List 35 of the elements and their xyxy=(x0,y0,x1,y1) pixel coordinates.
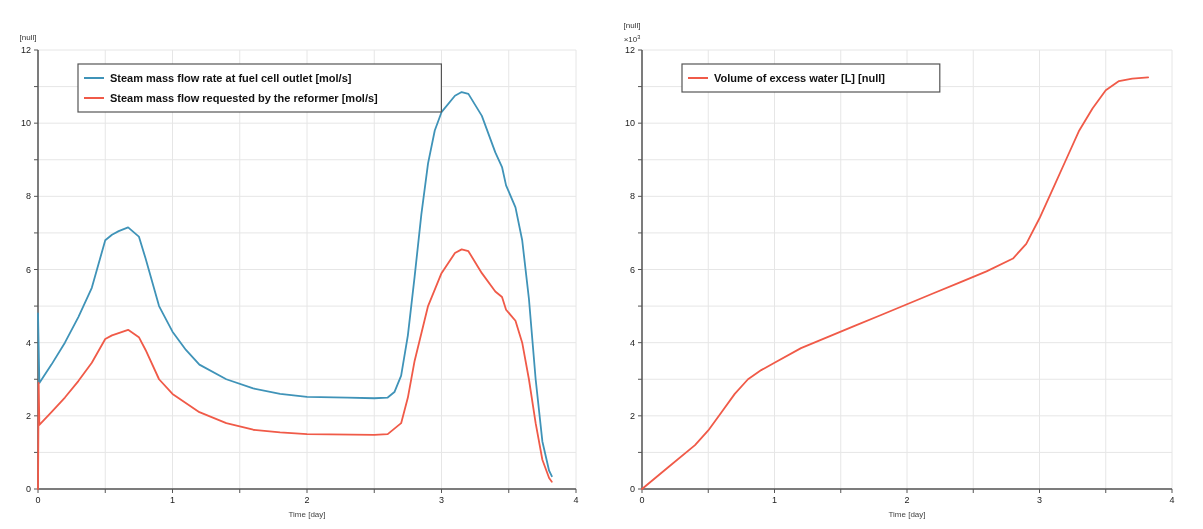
x-tick-label: 2 xyxy=(904,495,910,505)
y-tick-label: 12 xyxy=(624,45,635,55)
y-tick-label: 0 xyxy=(25,484,31,494)
line-series xyxy=(37,91,553,478)
x-tick-label: 1 xyxy=(169,495,176,505)
y-axis-title: [null] xyxy=(623,21,641,30)
y-tick-label: 2 xyxy=(629,410,635,421)
y-axis-title: [null] xyxy=(19,33,37,42)
x-tick-label: 3 xyxy=(1036,495,1043,505)
x-tick-label: 1 xyxy=(771,495,778,505)
y-tick-label: 4 xyxy=(25,337,31,348)
x-tick-label: 4 xyxy=(1169,495,1175,505)
y-tick-label: 2 xyxy=(25,410,31,421)
x-tick-label: 2 xyxy=(304,495,310,505)
y-tick-label: 8 xyxy=(25,191,31,202)
x-tick-label: 4 xyxy=(573,495,579,505)
x-axis-title: Time [day] xyxy=(888,510,926,519)
text: ×10$^{3}$ xyxy=(623,34,641,44)
legend-label: Volume of excess water [L] [null] xyxy=(714,72,886,84)
y-tick-label: 4 xyxy=(629,337,635,348)
x-axis-title: Time [day] xyxy=(288,510,326,519)
y-tick-label: 6 xyxy=(25,264,31,275)
y-tick-label: 12 xyxy=(20,45,31,55)
x-tick-label: 3 xyxy=(438,495,445,505)
line-series xyxy=(641,76,1150,490)
x-tick-label: 0 xyxy=(35,495,41,505)
y-tick-label: 10 xyxy=(20,118,31,129)
y-tick-label: 6 xyxy=(629,264,635,275)
y-tick-label: 10 xyxy=(624,118,635,129)
x-tick-label: 0 xyxy=(639,495,645,505)
legend-label: Steam mass flow requested by the reformer [mol/s] xyxy=(110,92,379,104)
y-tick-label: 0 xyxy=(629,484,635,494)
legend-label: Steam mass flow rate at fuel cell outlet [mol/s] xyxy=(110,72,352,84)
y-tick-label: 8 xyxy=(629,191,635,202)
line-series xyxy=(37,248,553,490)
